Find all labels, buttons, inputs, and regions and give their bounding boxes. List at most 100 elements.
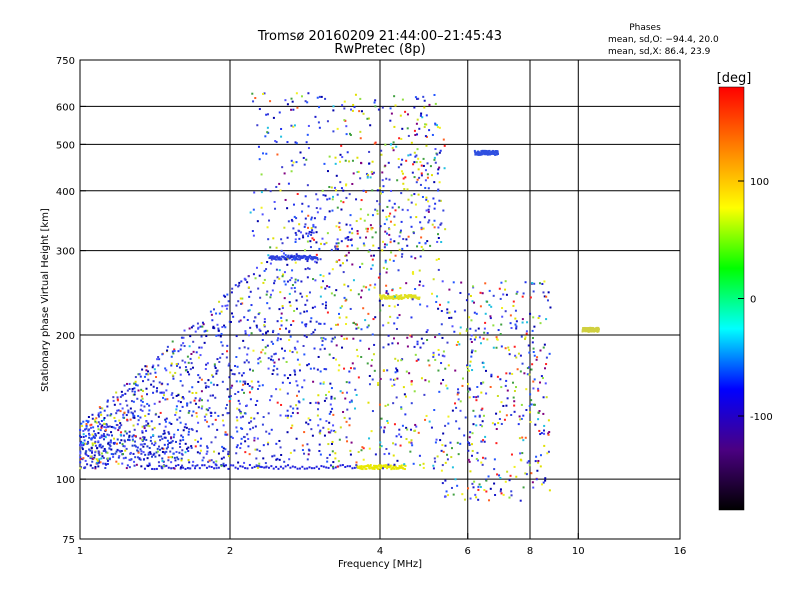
echo-point (142, 380, 145, 383)
echo-point (300, 95, 303, 98)
echo-point (414, 96, 417, 99)
echo-point (112, 426, 115, 429)
echo-point (187, 433, 190, 436)
echo-point (382, 324, 385, 327)
echo-point (140, 450, 143, 453)
echo-point (292, 203, 295, 206)
echo-point (248, 295, 251, 298)
echo-point (198, 467, 201, 470)
echo-point (80, 435, 83, 438)
echo-point (378, 299, 381, 302)
echo-point (119, 450, 122, 453)
echo-point (433, 181, 436, 184)
echo-point (154, 440, 157, 443)
echo-point (304, 325, 307, 328)
echo-point (420, 174, 423, 177)
echo-point (336, 323, 339, 326)
echo-point (145, 429, 148, 432)
echo-point (327, 428, 330, 431)
echo-point (190, 362, 193, 365)
echo-point (413, 193, 416, 196)
echo-point (82, 420, 85, 423)
echo-point (165, 389, 168, 392)
echo-point (517, 352, 520, 355)
echo-point (318, 443, 321, 446)
echo-point (340, 187, 343, 190)
echo-point (149, 451, 152, 454)
echo-point (207, 379, 210, 382)
echo-point (166, 345, 169, 348)
echo-point (357, 170, 360, 173)
echo-point (387, 292, 390, 295)
echo-point (390, 112, 393, 115)
echo-point (296, 258, 299, 261)
echo-point (528, 464, 531, 467)
echo-point (222, 462, 225, 465)
echo-point (175, 450, 178, 453)
echo-point (244, 440, 247, 443)
echo-point (402, 467, 405, 470)
echo-point (153, 444, 156, 447)
echo-point (250, 304, 253, 307)
echo-point (267, 412, 270, 415)
y-tick-label: 600 (56, 102, 75, 113)
echo-point (91, 457, 94, 460)
echo-point (352, 103, 355, 106)
echo-point (470, 340, 473, 343)
echo-point (370, 466, 373, 469)
echo-point (157, 415, 160, 418)
echo-point (279, 338, 282, 341)
echo-point (513, 345, 516, 348)
echo-point (386, 467, 389, 470)
echo-point (531, 329, 534, 332)
echo-point (122, 445, 125, 448)
echo-point (373, 101, 376, 104)
echo-point (220, 457, 223, 460)
echo-point (91, 413, 94, 416)
echo-point (143, 436, 146, 439)
echo-point (121, 394, 124, 397)
echo-point (141, 390, 144, 393)
echo-point (286, 392, 289, 395)
echo-point (390, 143, 393, 146)
echo-point (204, 386, 207, 389)
echo-point (222, 294, 225, 297)
echo-point (374, 466, 377, 469)
echo-point (382, 431, 385, 434)
echo-point (209, 310, 212, 313)
echo-point (547, 432, 550, 435)
echo-point (363, 219, 366, 222)
echo-point (427, 221, 430, 224)
x-tick-label: 6 (465, 546, 471, 557)
echo-point (115, 423, 118, 426)
echo-point (264, 346, 267, 349)
echo-point (286, 236, 289, 239)
echo-point (346, 391, 349, 394)
echo-point (214, 463, 217, 466)
echo-point (536, 469, 539, 472)
echo-point (471, 349, 474, 352)
echo-point (82, 435, 85, 438)
echo-point (151, 442, 154, 445)
echo-point (428, 219, 431, 222)
echo-point (473, 149, 476, 152)
echo-point (309, 246, 312, 249)
echo-point (181, 449, 184, 452)
echo-point (376, 209, 379, 212)
echo-point (94, 440, 97, 443)
echo-point (339, 264, 342, 267)
echo-point (103, 422, 106, 425)
echo-point (438, 166, 441, 169)
echo-point (196, 464, 199, 467)
echo-point (80, 457, 83, 460)
echo-point (355, 464, 358, 467)
echo-point (247, 275, 250, 278)
echo-point (426, 240, 429, 243)
echo-point (366, 117, 369, 120)
echo-point (339, 306, 342, 309)
echo-point (505, 293, 508, 296)
echo-point (207, 385, 210, 388)
echo-point (153, 468, 156, 471)
echo-point (166, 439, 169, 442)
echo-point (326, 460, 329, 463)
